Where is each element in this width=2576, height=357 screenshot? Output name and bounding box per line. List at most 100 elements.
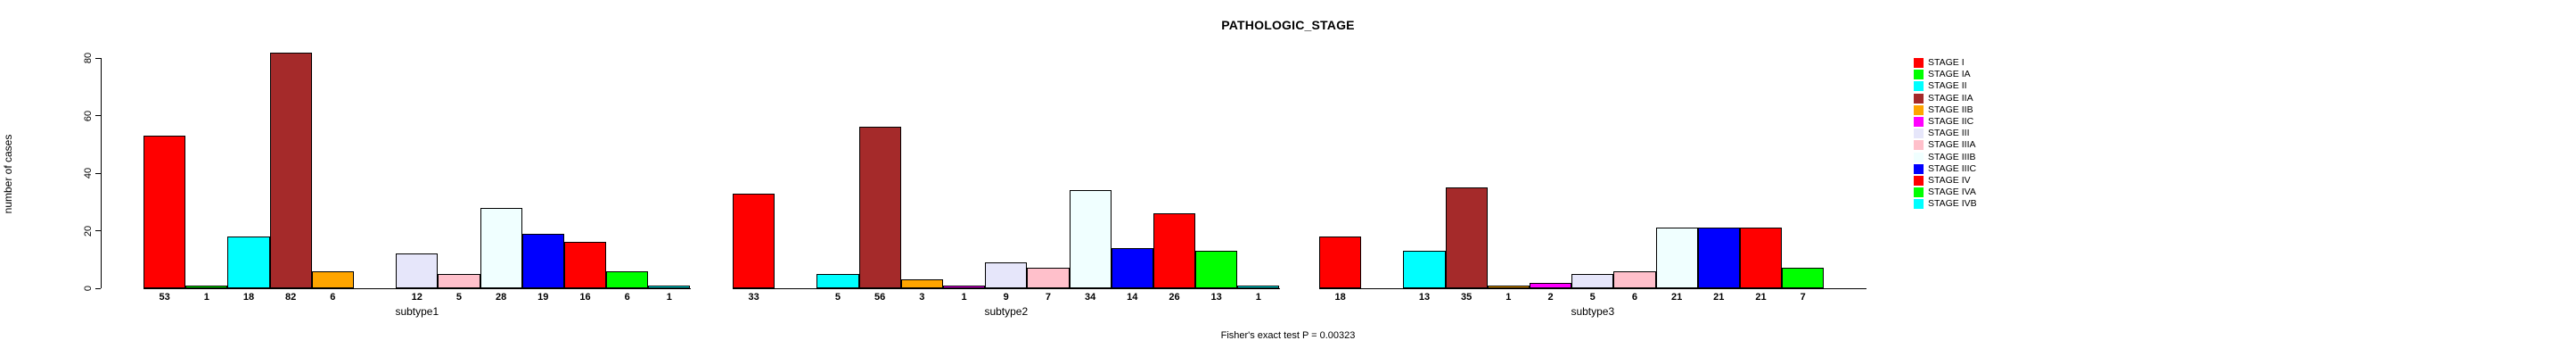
bar-value-label: 56 bbox=[874, 292, 886, 303]
bar-value-label: 1 bbox=[203, 292, 209, 303]
bar-value-label: 28 bbox=[495, 292, 507, 303]
bar-slot bbox=[1613, 51, 1656, 288]
bar-stage-iii bbox=[1571, 274, 1614, 288]
bar-stage-ii bbox=[227, 237, 270, 288]
bar-stage-ivb bbox=[648, 286, 691, 288]
legend-label: STAGE IA bbox=[1928, 69, 1971, 80]
bar-value-label: 13 bbox=[1418, 292, 1431, 303]
bar-slot bbox=[1403, 51, 1446, 288]
y-tick-label: 40 bbox=[83, 167, 94, 179]
bar-slot bbox=[606, 51, 649, 288]
bar-stage-iiia bbox=[438, 274, 480, 288]
y-axis bbox=[101, 58, 102, 288]
bar-slot bbox=[1027, 51, 1070, 288]
bar-slot bbox=[1153, 51, 1196, 288]
legend-label: STAGE IIA bbox=[1928, 92, 1973, 104]
bar-value-label: 2 bbox=[1547, 292, 1554, 303]
bar-stage-iva bbox=[1782, 268, 1825, 288]
y-tick-mark bbox=[95, 115, 101, 116]
legend-row: STAGE II bbox=[1914, 80, 1977, 92]
y-tick-label: 0 bbox=[83, 285, 94, 292]
y-tick-mark bbox=[95, 57, 101, 59]
legend-row: STAGE IIIA bbox=[1914, 139, 1977, 151]
bar-value-label: 3 bbox=[919, 292, 925, 303]
legend-row: STAGE IVA bbox=[1914, 187, 1977, 198]
legend-swatch-icon bbox=[1914, 70, 1924, 80]
y-tick-mark bbox=[95, 230, 101, 231]
bar-slot bbox=[985, 51, 1028, 288]
bar-slot bbox=[733, 51, 775, 288]
bar-slot bbox=[1697, 51, 1740, 288]
group-label-subtype1: subtype1 bbox=[395, 305, 439, 318]
bar-slot bbox=[1195, 51, 1238, 288]
group-label-subtype3: subtype3 bbox=[1571, 305, 1615, 318]
bar-value-label: 16 bbox=[579, 292, 591, 303]
bar-group-subtype3 bbox=[1319, 51, 1866, 289]
bar-slot bbox=[438, 51, 480, 288]
bar-value-label: 6 bbox=[330, 292, 336, 303]
bar-stage-i bbox=[733, 194, 775, 288]
y-tick-label: 60 bbox=[83, 110, 94, 121]
bar-stage-iiia bbox=[1613, 271, 1656, 288]
bar-slot bbox=[942, 51, 986, 288]
bar-stage-iiic bbox=[1697, 228, 1740, 288]
legend-swatch-icon bbox=[1914, 81, 1924, 92]
bar-stage-iic bbox=[1529, 283, 1572, 288]
bar-stage-iv bbox=[1153, 213, 1196, 288]
bar-value-label bbox=[775, 292, 816, 303]
bar-value-label bbox=[1361, 292, 1403, 303]
bar-slot bbox=[1069, 51, 1112, 288]
bar-value-label: 6 bbox=[1631, 292, 1637, 303]
bar-slot bbox=[521, 51, 564, 288]
bar-value-label bbox=[354, 292, 396, 303]
y-tick-mark bbox=[95, 172, 101, 174]
bar-slot bbox=[227, 51, 270, 288]
bar-slot bbox=[354, 51, 396, 288]
bar-slot bbox=[1782, 51, 1825, 288]
legend-swatch-icon bbox=[1914, 199, 1924, 210]
bar-slot bbox=[1529, 51, 1572, 288]
bar-value-label: 21 bbox=[1670, 292, 1683, 303]
bar-stage-iia bbox=[858, 127, 901, 288]
bar-value-label: 1 bbox=[1255, 292, 1261, 303]
legend-row: STAGE IV bbox=[1914, 175, 1977, 187]
bar-slot bbox=[269, 51, 312, 288]
bar-stage-ia bbox=[185, 286, 228, 288]
bar-slot bbox=[1319, 51, 1362, 288]
legend-label: STAGE IIIB bbox=[1928, 151, 1976, 162]
bar-stage-iii bbox=[396, 253, 439, 288]
bar-value-label: 6 bbox=[624, 292, 630, 303]
bar-stage-iv bbox=[1739, 228, 1783, 288]
legend-swatch-icon bbox=[1914, 187, 1924, 198]
bar-value-label: 33 bbox=[748, 292, 759, 303]
legend-swatch-icon bbox=[1914, 152, 1924, 162]
bar-stage-iiib bbox=[1655, 228, 1698, 288]
bar-slot bbox=[816, 51, 859, 288]
bar-group-subtype2 bbox=[733, 51, 1280, 289]
legend-label: STAGE III bbox=[1928, 128, 1970, 139]
bar-value-label: 7 bbox=[1800, 292, 1806, 303]
bar-slot bbox=[1111, 51, 1153, 288]
bar-value-label: 12 bbox=[411, 292, 422, 303]
legend-row: STAGE IVB bbox=[1914, 198, 1977, 210]
legend-label: STAGE IVA bbox=[1928, 187, 1976, 198]
bar-stage-iiia bbox=[1027, 268, 1070, 288]
stat-test-caption: Fisher's exact test P = 0.00323 bbox=[1220, 330, 1356, 341]
y-tick-label: 20 bbox=[83, 225, 94, 237]
legend-row: STAGE I bbox=[1914, 57, 1977, 69]
legend-row: STAGE IA bbox=[1914, 69, 1977, 80]
bar-value-label: 34 bbox=[1084, 292, 1096, 303]
bar-value-label: 18 bbox=[242, 292, 255, 303]
legend-swatch-icon bbox=[1914, 129, 1924, 139]
bar-value-label: 5 bbox=[834, 292, 841, 303]
legend-swatch-icon bbox=[1914, 175, 1924, 186]
bar-value-label: 35 bbox=[1461, 292, 1473, 303]
bar-value-labels: 53 1 18 82 6 12 5 28 19 16 6 1 bbox=[144, 292, 691, 303]
bar-value-label: 82 bbox=[285, 292, 297, 303]
bar-value-label: 5 bbox=[1589, 292, 1596, 303]
bar-stage-i bbox=[144, 136, 186, 288]
legend-swatch-icon bbox=[1914, 104, 1924, 115]
bar-slot bbox=[648, 51, 691, 288]
bar-stage-iiib bbox=[480, 208, 522, 288]
legend-swatch-icon bbox=[1914, 93, 1924, 104]
